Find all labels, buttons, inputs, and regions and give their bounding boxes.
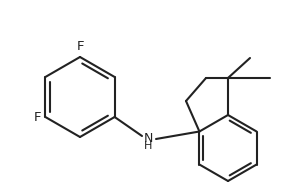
Text: F: F xyxy=(34,111,41,124)
Text: F: F xyxy=(76,40,84,53)
Text: H: H xyxy=(144,141,152,151)
Text: N: N xyxy=(143,131,153,145)
